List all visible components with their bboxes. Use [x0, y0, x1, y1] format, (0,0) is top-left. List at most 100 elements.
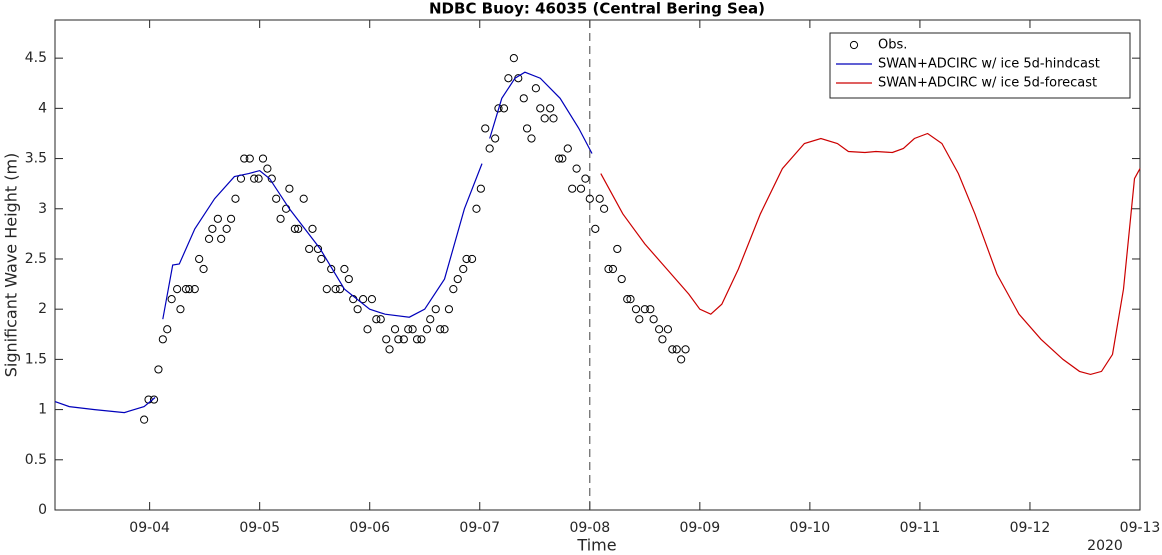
- obs-point: [154, 365, 163, 374]
- legend-label: Obs.: [878, 38, 907, 53]
- obs-point: [635, 315, 644, 324]
- y-tick-label: 1.5: [25, 351, 47, 367]
- obs-point: [467, 254, 477, 264]
- series-line: [54, 71, 593, 414]
- x-tick-label: 09-05: [239, 520, 280, 536]
- x-year-label: 2020: [1087, 538, 1123, 554]
- obs-point: [217, 234, 226, 243]
- x-tick-label: 09-12: [1010, 520, 1051, 536]
- obs-point: [663, 325, 673, 334]
- obs-point: [563, 144, 572, 153]
- obs-point: [568, 184, 577, 193]
- obs-point: [208, 224, 217, 233]
- obs-point: [263, 164, 272, 173]
- obs-point: [509, 54, 518, 63]
- obs-point: [668, 345, 677, 354]
- obs-point: [626, 295, 635, 304]
- obs-point: [640, 305, 649, 314]
- obs-point: [572, 164, 581, 173]
- obs-point: [399, 335, 408, 344]
- chart-title: NDBC Buoy: 46035 (Central Bering Sea): [429, 0, 765, 18]
- obs-point: [436, 325, 445, 334]
- legend-label: SWAN+ADCIRC w/ ice 5d-forecast: [878, 76, 1097, 91]
- obs-point: [608, 264, 618, 274]
- obs-point: [481, 124, 490, 133]
- obs-point: [294, 224, 303, 233]
- obs-point: [472, 204, 481, 213]
- y-axis-label: Significant Wave Height (m): [2, 153, 21, 378]
- obs-point: [258, 154, 268, 163]
- obs-point: [308, 224, 317, 233]
- obs-point: [176, 305, 185, 314]
- y-tick-label: 0.5: [25, 452, 47, 468]
- obs-point: [231, 194, 240, 203]
- x-axis-label: Time: [576, 536, 616, 555]
- x-tick-label: 09-10: [790, 520, 831, 536]
- obs-point: [359, 295, 368, 304]
- y-tick-label: 4: [38, 100, 47, 116]
- obs-point: [185, 284, 194, 294]
- obs-point: [449, 284, 458, 294]
- obs-point: [173, 284, 182, 294]
- obs-point: [317, 254, 326, 264]
- obs-point: [417, 335, 426, 344]
- obs-point: [444, 305, 454, 314]
- obs-point: [331, 284, 340, 294]
- obs-point: [677, 355, 686, 364]
- obs-point: [344, 274, 353, 284]
- obs-point: [504, 74, 513, 83]
- obs-point: [595, 194, 604, 203]
- obs-point: [408, 325, 417, 334]
- obs-point: [649, 315, 658, 324]
- obs-point: [204, 234, 214, 243]
- obs-point: [426, 315, 435, 324]
- x-tick-label: 09-08: [569, 520, 610, 536]
- obs-point: [299, 194, 308, 203]
- obs-point: [631, 305, 641, 314]
- obs-point: [372, 315, 381, 324]
- obs-point: [462, 254, 471, 264]
- y-tick-label: 4.5: [25, 50, 47, 66]
- obs-point: [485, 144, 494, 153]
- obs-point: [576, 184, 586, 193]
- y-tick-label: 2: [38, 301, 47, 317]
- obs-point: [353, 305, 362, 314]
- obs-point: [600, 204, 609, 213]
- obs-point: [549, 114, 558, 123]
- obs-point: [181, 284, 191, 294]
- obs-point: [476, 184, 485, 193]
- obs-point: [453, 274, 462, 284]
- obs-point: [491, 134, 500, 143]
- obs-point: [591, 224, 600, 233]
- obs-point: [390, 325, 400, 334]
- obs-point: [190, 284, 199, 294]
- obs-point: [531, 84, 540, 93]
- obs-point: [226, 214, 236, 223]
- obs-point: [459, 264, 468, 274]
- x-tick-label: 09-06: [349, 520, 390, 536]
- obs-point: [272, 194, 281, 203]
- obs-point: [376, 315, 385, 324]
- obs-point: [655, 325, 664, 334]
- x-tick-label: 09-13: [1120, 520, 1161, 536]
- obs-point: [604, 264, 613, 274]
- obs-point: [199, 264, 208, 274]
- series-line: [600, 132, 1141, 376]
- obs-point: [245, 154, 254, 163]
- obs-point: [285, 184, 294, 193]
- obs-point: [554, 154, 564, 163]
- obs-point: [367, 295, 377, 304]
- obs-point: [536, 104, 545, 113]
- obs-point: [163, 325, 172, 334]
- obs-point: [613, 244, 622, 254]
- obs-point: [522, 124, 532, 133]
- obs-point: [540, 114, 549, 123]
- obs-point: [494, 104, 503, 113]
- plot-frame: [54, 19, 1141, 511]
- obs-point: [646, 305, 655, 314]
- obs-point: [617, 274, 626, 284]
- obs-point: [158, 335, 167, 344]
- y-tick-label: 1: [38, 402, 47, 418]
- obs-point: [404, 325, 413, 334]
- obs-point: [431, 305, 440, 314]
